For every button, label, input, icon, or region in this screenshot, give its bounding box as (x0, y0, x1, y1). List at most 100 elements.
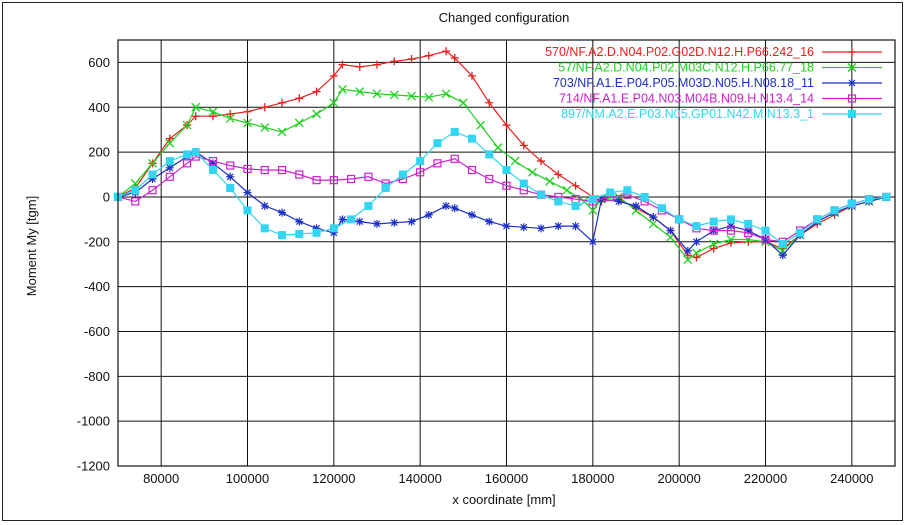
series-4 (113, 152, 891, 246)
series-1-point (338, 60, 347, 69)
series-5-point (131, 186, 140, 195)
series-5-point (165, 157, 174, 166)
series-2-point (493, 143, 503, 153)
series-3-point (467, 210, 476, 219)
series-5-point (726, 215, 735, 224)
series-1-point (502, 121, 511, 130)
series-2-point (476, 120, 486, 130)
series-4-point (243, 164, 252, 174)
y-tick-label: -600 (84, 324, 110, 339)
series-3-point (424, 210, 433, 219)
y-tick-label: -1200 (77, 459, 110, 474)
legend-label: 897/NM.A2.E.P03.N05.GP01.N42.M.N13.3_1 (561, 107, 814, 121)
series-2-point (191, 102, 201, 112)
series-1-point (442, 47, 451, 56)
y-axis-label: Moment My [tgm] (24, 196, 39, 296)
series-5-point (830, 206, 839, 215)
x-tick-label: 160000 (485, 471, 528, 486)
y-tick-label: 600 (88, 55, 110, 70)
series-5-point (709, 217, 718, 226)
x-tick-label: 120000 (312, 471, 355, 486)
series-1-point (226, 109, 235, 118)
y-tick-label: 200 (88, 145, 110, 160)
series-2-point (458, 98, 468, 108)
series-3 (114, 148, 891, 260)
series-4-point (709, 226, 718, 235)
y-tick-label: 0 (103, 189, 110, 204)
series-2 (113, 84, 891, 265)
series-3-point (355, 217, 364, 226)
series-2-point (562, 185, 572, 195)
series-1-point (519, 141, 528, 150)
series-1-point (537, 157, 546, 166)
series-1-point (407, 55, 416, 64)
legend: 570/NF.A2.D.N04.P02.G02D.N12.H.P66.242_1… (545, 45, 882, 121)
series-2-point (691, 248, 701, 258)
series-5-point (554, 197, 563, 206)
series-5-point (606, 188, 615, 197)
series-5-point (519, 179, 528, 188)
series-4-point (295, 170, 304, 179)
series-5-point (467, 134, 476, 143)
series-4-point (744, 228, 753, 237)
series-5-point (778, 240, 787, 249)
series-5-point (796, 228, 805, 237)
y-tick-label: -400 (84, 279, 110, 294)
series-5-point (675, 215, 684, 224)
series-4-point (761, 235, 770, 244)
series-2-point (294, 118, 304, 128)
series-2-line (117, 88, 887, 261)
series-5-point (537, 190, 546, 199)
series-1-point (554, 170, 563, 179)
series-3-point (148, 175, 157, 184)
series-1-point (692, 253, 701, 262)
series-3-point (373, 219, 381, 228)
series-5-point (657, 204, 666, 213)
series-3-point (519, 223, 528, 232)
series-4-point (364, 172, 373, 181)
series-1-point (424, 51, 433, 60)
series-3-point (450, 204, 459, 213)
series-5-point (502, 166, 511, 175)
series-4-point (131, 197, 140, 206)
series-3-point (744, 226, 753, 235)
series-5-point (588, 195, 597, 204)
series-1-point (208, 112, 217, 121)
series-3-point (278, 208, 287, 217)
series-2-point (372, 89, 382, 99)
series-5-point (692, 222, 701, 231)
x-tick-label: 220000 (744, 471, 787, 486)
legend-entry-4: 714/NF.A1.E.P04.N03.M04B.N09.H.N13.4_14 (559, 92, 882, 106)
series-3-point (407, 217, 416, 226)
series-3-point (632, 201, 640, 210)
series-2-point (407, 91, 416, 101)
series-5-point (278, 231, 287, 240)
series-3-point (165, 163, 174, 172)
series-4-point (148, 186, 157, 195)
series-5-point (347, 215, 356, 224)
x-tick-label: 100000 (226, 471, 269, 486)
y-tick-label: -1000 (77, 414, 110, 429)
legend-label: 714/NF.A1.E.P04.N03.M04B.N09.H.N13.4_14 (559, 92, 814, 106)
series-1-point (278, 98, 287, 107)
series-1-point (165, 134, 174, 143)
series-5-point (148, 170, 157, 179)
x-tick-label: 200000 (657, 471, 700, 486)
legend-marker (847, 94, 857, 103)
series-2-point (527, 167, 537, 177)
series-1-point (390, 57, 399, 66)
series-5-point (433, 139, 442, 148)
series-5-point (416, 157, 425, 166)
series-5-point (623, 186, 632, 195)
series-2-point (165, 138, 175, 148)
series-3-point (338, 215, 347, 224)
series-3-point (554, 222, 563, 231)
series-3-point (537, 224, 546, 233)
series-1-point (709, 244, 718, 253)
series-2-point (588, 205, 598, 215)
series-5-point (571, 201, 580, 210)
series-5-point (191, 148, 200, 157)
series-2-point (130, 179, 140, 188)
